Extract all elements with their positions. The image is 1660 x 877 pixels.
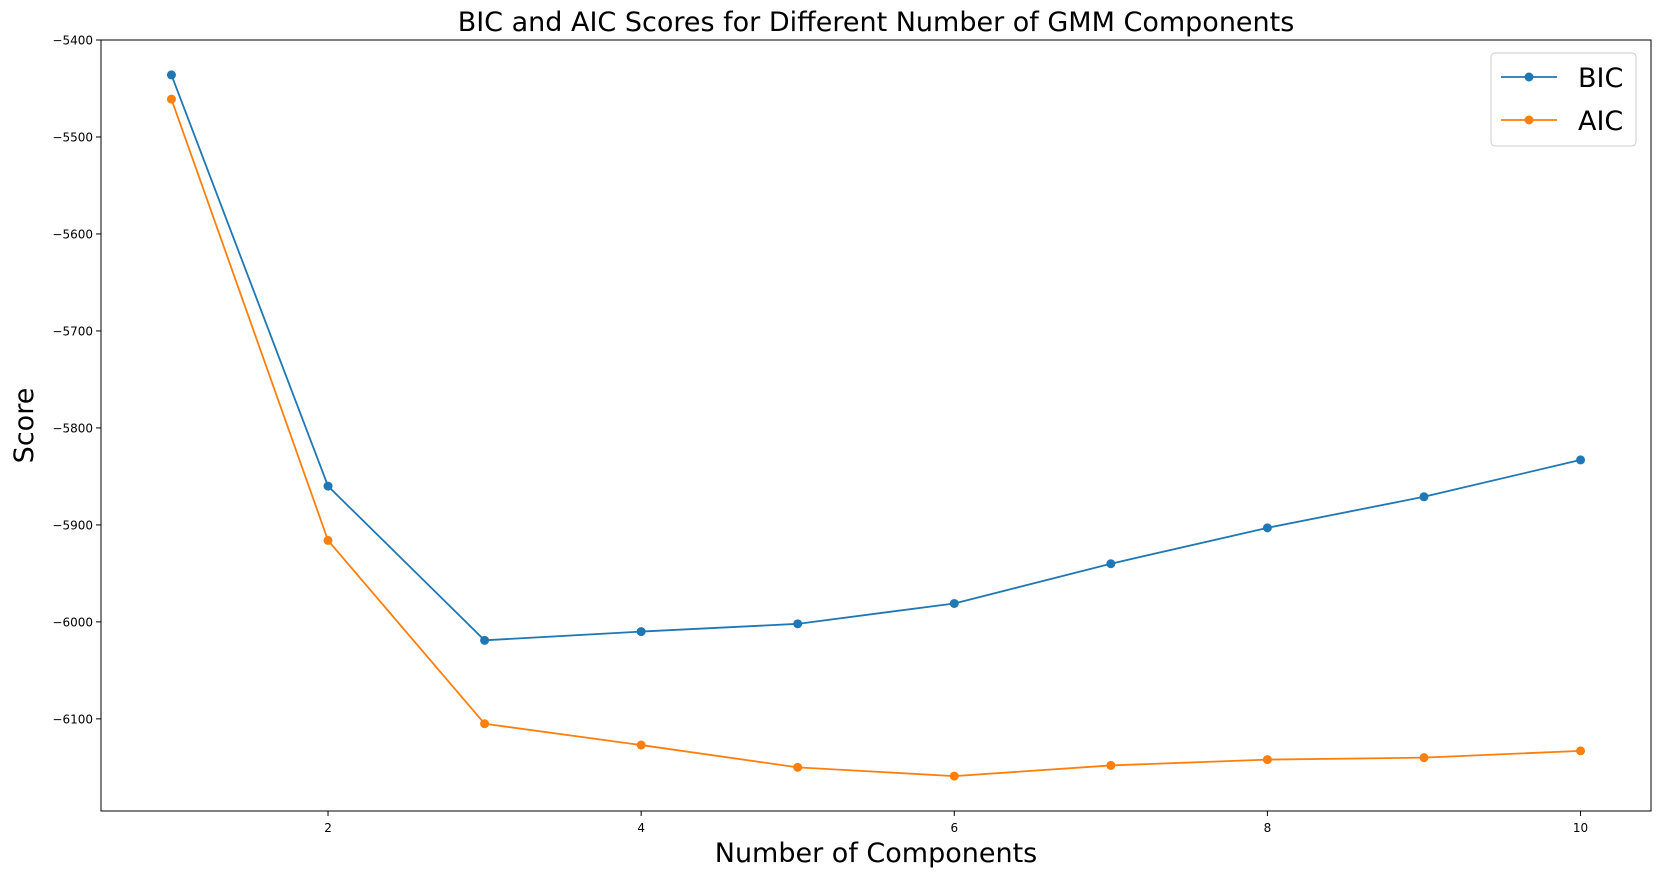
data-point-bic bbox=[1106, 559, 1116, 569]
data-point-bic bbox=[1419, 492, 1429, 502]
legend-marker-aic bbox=[1524, 115, 1534, 125]
data-point-bic bbox=[480, 635, 490, 645]
x-tick-label: 2 bbox=[324, 821, 332, 835]
y-tick-label: −6100 bbox=[52, 712, 93, 726]
y-tick-label: −5900 bbox=[52, 518, 93, 532]
x-tick-label: 4 bbox=[637, 821, 645, 835]
y-tick-label: −5400 bbox=[52, 34, 93, 48]
x-tick-label: 6 bbox=[950, 821, 958, 835]
y-axis-label: Score bbox=[9, 388, 40, 464]
data-point-aic bbox=[1262, 755, 1272, 765]
y-tick-label: −5800 bbox=[52, 421, 93, 435]
data-point-aic bbox=[1419, 753, 1429, 763]
x-tick-label: 8 bbox=[1264, 821, 1272, 835]
legend-label-bic: BIC bbox=[1578, 63, 1623, 94]
x-axis-label: Number of Components bbox=[715, 838, 1037, 869]
y-tick-label: −5600 bbox=[52, 227, 93, 241]
y-tick-label: −5700 bbox=[52, 324, 93, 338]
plot-area bbox=[100, 39, 1652, 812]
data-point-aic bbox=[793, 762, 803, 772]
data-point-aic bbox=[949, 771, 959, 781]
data-point-bic bbox=[1576, 455, 1586, 465]
data-point-aic bbox=[1576, 746, 1586, 756]
data-point-aic bbox=[1106, 760, 1116, 770]
chart-title: BIC and AIC Scores for Different Number … bbox=[458, 7, 1295, 38]
data-point-bic bbox=[793, 619, 803, 629]
y-axis-ticks: −5400 −5500 −5600 −5700 −5800 −5900 −6000 −6100 bbox=[52, 34, 101, 726]
series-line-bic bbox=[170, 74, 1581, 642]
y-tick-label: −5500 bbox=[52, 130, 93, 144]
data-point-aic bbox=[166, 94, 176, 104]
legend: BIC AIC bbox=[1490, 52, 1637, 147]
data-point-bic bbox=[636, 627, 646, 637]
axes-frame bbox=[100, 39, 1652, 812]
data-point-bic bbox=[323, 481, 333, 491]
data-point-bic bbox=[1262, 523, 1272, 533]
series-line-aic bbox=[170, 98, 1581, 777]
legend-label-aic: AIC bbox=[1578, 106, 1623, 137]
legend-marker-bic bbox=[1524, 72, 1534, 82]
series-layer bbox=[166, 70, 1586, 781]
y-tick-label: −6000 bbox=[52, 615, 93, 629]
data-point-aic bbox=[480, 719, 490, 729]
data-point-bic bbox=[166, 70, 176, 80]
x-tick-label: 10 bbox=[1573, 821, 1588, 835]
x-axis-ticks: 2 4 6 8 10 bbox=[324, 811, 1588, 835]
data-point-aic bbox=[323, 535, 333, 545]
data-point-bic bbox=[949, 598, 959, 608]
data-point-aic bbox=[636, 740, 646, 750]
